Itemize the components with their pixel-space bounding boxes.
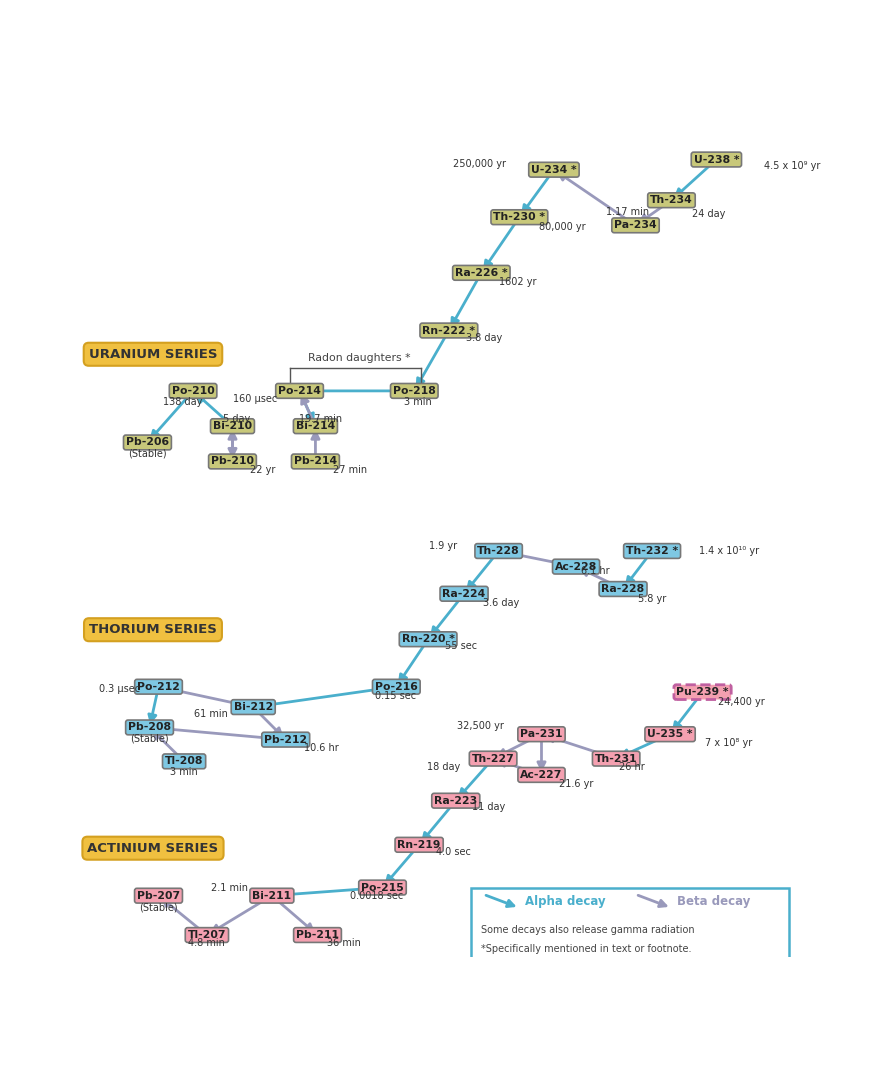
Text: Rn-222 *: Rn-222 * — [422, 326, 475, 335]
Text: Beta decay: Beta decay — [677, 894, 750, 907]
Text: 26 hr: 26 hr — [619, 762, 645, 772]
Text: 22 yr: 22 yr — [250, 464, 275, 474]
Text: Alpha decay: Alpha decay — [524, 894, 606, 907]
Text: 3 min: 3 min — [170, 768, 198, 777]
Text: ACTINIUM SERIES: ACTINIUM SERIES — [87, 842, 219, 855]
Text: U-238 *: U-238 * — [694, 155, 739, 164]
Text: 18 day: 18 day — [427, 762, 460, 772]
Text: Th-228: Th-228 — [477, 546, 520, 556]
Text: Ra-226 *: Ra-226 * — [455, 268, 508, 277]
Text: Th-232 *: Th-232 * — [626, 546, 678, 556]
Text: Pb-212: Pb-212 — [264, 734, 307, 745]
Text: 4.5 x 10⁹ yr: 4.5 x 10⁹ yr — [764, 161, 821, 171]
Text: Th-234: Th-234 — [650, 196, 693, 205]
Text: Pb-207: Pb-207 — [137, 891, 180, 901]
Text: 6.1 hr: 6.1 hr — [581, 567, 609, 576]
Text: 138 day: 138 day — [163, 397, 202, 406]
Text: 11 day: 11 day — [473, 802, 506, 813]
Text: Po-212: Po-212 — [137, 682, 180, 691]
Text: Pb-214: Pb-214 — [293, 457, 337, 467]
Text: Po-214: Po-214 — [278, 386, 321, 396]
Text: Ac-228: Ac-228 — [555, 561, 597, 572]
Text: 55 sec: 55 sec — [445, 641, 477, 651]
Text: 0.0018 sec: 0.0018 sec — [350, 891, 403, 901]
Text: 1.17 min: 1.17 min — [606, 206, 648, 217]
Text: 24,400 yr: 24,400 yr — [718, 698, 765, 707]
Text: Bi-212: Bi-212 — [234, 702, 273, 712]
Text: U-235 *: U-235 * — [648, 729, 693, 740]
Text: 0.15 sec: 0.15 sec — [375, 690, 416, 701]
Text: Pb-208: Pb-208 — [128, 722, 171, 732]
Text: Pa-231: Pa-231 — [520, 729, 563, 740]
Text: Rn-220 *: Rn-220 * — [401, 634, 455, 644]
Text: 2.1 min: 2.1 min — [211, 883, 248, 892]
Text: 5.8 yr: 5.8 yr — [639, 593, 666, 603]
Text: Po-210: Po-210 — [171, 386, 214, 396]
Text: 4.0 sec: 4.0 sec — [436, 847, 471, 857]
Text: (Stable): (Stable) — [128, 448, 167, 458]
Text: Ra-223: Ra-223 — [434, 796, 477, 805]
Text: 1602 yr: 1602 yr — [499, 276, 536, 287]
Text: Bi-214: Bi-214 — [296, 421, 335, 431]
Text: 19.7 min: 19.7 min — [299, 414, 342, 425]
Text: (Stable): (Stable) — [139, 903, 178, 913]
Text: Po-216: Po-216 — [375, 682, 417, 691]
Text: 5 day: 5 day — [222, 414, 250, 424]
Text: 3 min: 3 min — [404, 398, 432, 407]
Text: (Stable): (Stable) — [130, 733, 169, 743]
Text: Po-218: Po-218 — [392, 386, 435, 396]
Text: 250,000 yr: 250,000 yr — [452, 159, 506, 169]
Text: 36 min: 36 min — [327, 938, 361, 948]
Text: URANIUM SERIES: URANIUM SERIES — [88, 347, 218, 361]
Text: Pb-206: Pb-206 — [126, 438, 169, 447]
Text: 4.8 min: 4.8 min — [188, 938, 226, 948]
Text: Th-227: Th-227 — [472, 754, 515, 763]
Text: 7 x 10⁸ yr: 7 x 10⁸ yr — [705, 739, 752, 748]
Text: 61 min: 61 min — [194, 708, 227, 719]
Text: Ra-224: Ra-224 — [442, 589, 485, 599]
Text: Bi-211: Bi-211 — [252, 891, 292, 901]
Text: 160 μsec: 160 μsec — [233, 395, 277, 404]
Text: 3.6 day: 3.6 day — [483, 598, 520, 607]
Text: Rn-219: Rn-219 — [398, 840, 441, 850]
Text: 21.6 yr: 21.6 yr — [559, 778, 594, 789]
Text: Tl-207: Tl-207 — [187, 930, 227, 940]
Text: 80,000 yr: 80,000 yr — [539, 223, 585, 232]
Text: U-234 *: U-234 * — [531, 164, 577, 175]
Text: Ac-227: Ac-227 — [520, 770, 563, 780]
Text: Po-215: Po-215 — [361, 883, 404, 892]
Text: 24 day: 24 day — [692, 209, 725, 219]
Text: Pb-211: Pb-211 — [296, 930, 339, 940]
Text: 3.8 day: 3.8 day — [467, 333, 502, 343]
Text: *Specifically mentioned in text or footnote.: *Specifically mentioned in text or footn… — [481, 944, 691, 954]
Text: Tl-208: Tl-208 — [165, 757, 203, 766]
Text: 10.6 hr: 10.6 hr — [303, 743, 338, 752]
Text: Pu-239 *: Pu-239 * — [676, 687, 729, 698]
FancyBboxPatch shape — [471, 888, 789, 965]
Text: 0.3 μsec: 0.3 μsec — [99, 684, 141, 693]
Text: THORIUM SERIES: THORIUM SERIES — [89, 624, 217, 636]
Text: Th-230 *: Th-230 * — [493, 212, 545, 223]
Text: 1.4 x 10¹⁰ yr: 1.4 x 10¹⁰ yr — [699, 546, 759, 556]
Text: 32,500 yr: 32,500 yr — [458, 721, 504, 731]
Text: Bi-210: Bi-210 — [213, 421, 252, 431]
Text: Th-231: Th-231 — [595, 754, 638, 763]
Text: Some decays also release gamma radiation: Some decays also release gamma radiation — [481, 924, 694, 934]
Text: Pb-210: Pb-210 — [211, 457, 254, 467]
Text: 27 min: 27 min — [333, 464, 367, 474]
Text: Ra-228: Ra-228 — [601, 584, 645, 594]
Text: 1.9 yr: 1.9 yr — [429, 542, 458, 551]
Text: Radon daughters *: Radon daughters * — [308, 353, 410, 363]
Text: Pa-234: Pa-234 — [615, 220, 657, 230]
